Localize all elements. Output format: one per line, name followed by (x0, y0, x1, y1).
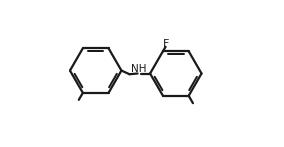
Text: F: F (163, 39, 170, 49)
Text: NH: NH (131, 64, 147, 74)
